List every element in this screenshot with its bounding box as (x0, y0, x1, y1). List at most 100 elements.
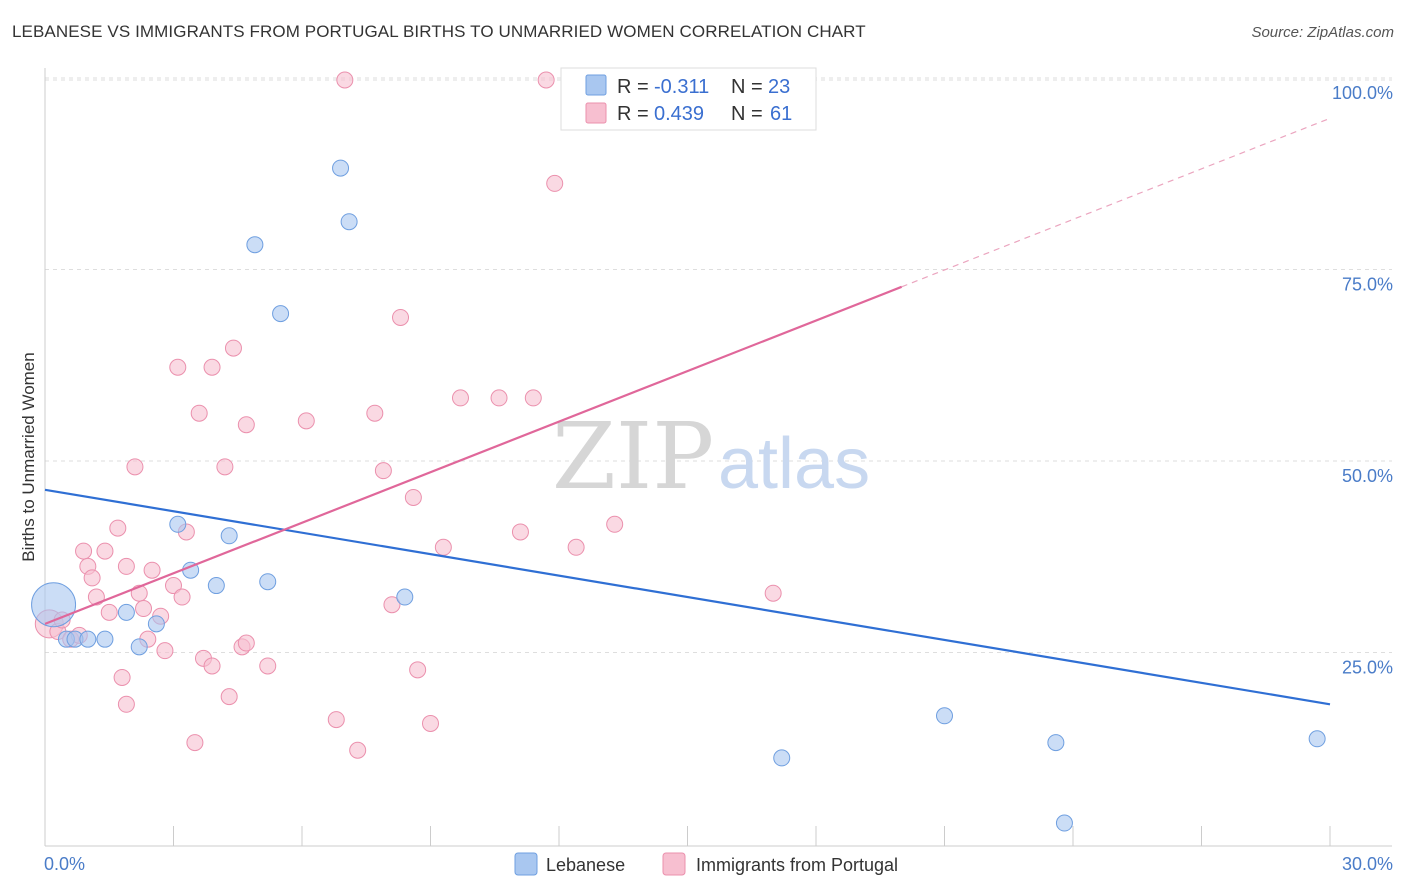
legend-n-value: 61 (770, 103, 792, 125)
y-tick-label: 75.0% (1342, 275, 1393, 295)
lebanese-trend-line (44, 488, 1331, 706)
portugal-trend-line (44, 285, 903, 625)
lebanese-point (130, 638, 148, 656)
legend-swatch-lebanese (514, 852, 538, 876)
legend-r-value: -0.311 (654, 76, 709, 98)
portugal-point (422, 714, 439, 732)
y-tick-label: 50.0% (1342, 466, 1393, 486)
portugal-point (524, 389, 542, 407)
portugal-point (109, 519, 127, 537)
portugal-point (567, 538, 585, 556)
y-tick-label: 100.0% (1332, 83, 1393, 103)
portugal-point (764, 584, 782, 602)
portugal-point (546, 174, 564, 192)
legend-n-label: N = (731, 76, 763, 98)
portugal-point (349, 741, 367, 759)
portugal-point (96, 542, 114, 560)
portugal-point (259, 657, 277, 675)
watermark-atlas: atlas (718, 424, 870, 504)
portugal-point (374, 462, 392, 480)
portugal-point (216, 458, 234, 476)
portugal-point (113, 668, 131, 686)
portugal-point (135, 600, 153, 618)
portugal-point (126, 458, 144, 476)
portugal-point (156, 642, 174, 660)
chart-title: LEBANESE VS IMMIGRANTS FROM PORTUGAL BIR… (12, 22, 866, 41)
axes (44, 68, 1392, 847)
lebanese-point (259, 573, 277, 591)
legend-label-portugal: Immigrants from Portugal (696, 855, 898, 875)
portugal-point (203, 358, 221, 376)
legend-r-value: 0.439 (654, 103, 704, 125)
portugal-point (404, 488, 422, 506)
portugal-point (490, 389, 508, 407)
legend-r-label: R = (617, 76, 649, 98)
portugal-point (383, 596, 401, 614)
portugal-point (203, 657, 221, 675)
lebanese-point (272, 305, 290, 323)
portugal-point (297, 412, 315, 430)
portugal-point (100, 603, 118, 621)
portugal-point (537, 71, 555, 89)
legend-n-label: N = (731, 103, 763, 125)
portugal-point (173, 588, 191, 606)
grid-lines (45, 77, 1392, 653)
lebanese-point (220, 527, 238, 545)
portugal-point (434, 538, 452, 556)
y-tick-labels: 25.0% 50.0% 75.0% 100.0% (1332, 83, 1393, 678)
portugal-point (366, 404, 384, 422)
portugal-point (606, 515, 624, 533)
stats-legend: R = -0.311 N = 23 R = 0.439 N = 61 (560, 67, 817, 131)
lebanese-point (169, 515, 187, 533)
legend-label-lebanese: Lebanese (546, 855, 625, 875)
lebanese-point (1308, 730, 1326, 748)
portugal-point (336, 71, 354, 89)
portugal-point (224, 339, 242, 357)
portugal-point (117, 695, 135, 713)
portugal-point (451, 389, 469, 407)
portugal-point (409, 661, 427, 679)
legend-swatch-portugal (662, 852, 686, 876)
lebanese-point (147, 615, 165, 633)
portugal-point (143, 561, 161, 579)
lebanese-point (207, 577, 225, 595)
x-tick-labels: 0.0% 30.0% (44, 854, 1393, 874)
x-tick-label: 0.0% (44, 854, 85, 874)
portugal-point (511, 523, 529, 541)
lebanese-point (1047, 734, 1065, 752)
lebanese-point (773, 749, 791, 767)
portugal-point (169, 358, 187, 376)
portugal-point (237, 416, 255, 434)
y-tick-label: 25.0% (1342, 658, 1393, 678)
y-axis-label: Births to Unmarried Women (19, 352, 38, 561)
legend-n-value: 23 (768, 76, 790, 98)
portugal-point (83, 569, 101, 587)
portugal-point (327, 711, 345, 729)
portugal-point (186, 734, 204, 752)
lebanese-point (117, 603, 135, 621)
legend-swatch-portugal (585, 102, 607, 124)
portugal-point (117, 557, 135, 575)
watermark-zip: ZIP (552, 403, 714, 510)
lebanese-point (1055, 814, 1073, 832)
lebanese-point (396, 588, 414, 606)
portugal-point (392, 308, 410, 326)
source-credit: Source: ZipAtlas.com (1251, 24, 1394, 41)
x-tick-label: 30.0% (1342, 854, 1393, 874)
series-lebanese (31, 71, 1326, 832)
portugal-point (237, 634, 255, 652)
lebanese-point (332, 159, 350, 177)
series-legend: Lebanese Immigrants from Portugal (514, 852, 898, 876)
trend-lines (44, 117, 1331, 706)
portugal-trend-extension (901, 117, 1331, 288)
lebanese-point (79, 630, 97, 648)
lebanese-point (96, 630, 114, 648)
lebanese-point (246, 236, 264, 254)
portugal-point (165, 577, 182, 595)
lebanese-point (936, 707, 953, 725)
lebanese-point (340, 213, 358, 231)
legend-r-label: R = (617, 103, 649, 125)
portugal-point (190, 404, 208, 422)
series-immigrants-from-portugal (34, 71, 782, 759)
